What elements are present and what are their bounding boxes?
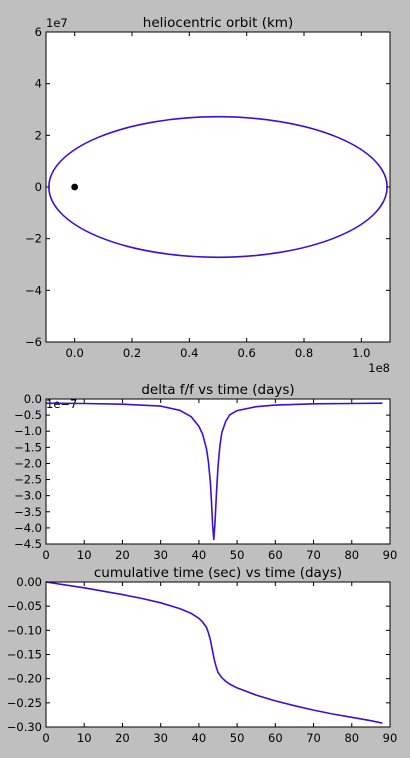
y-tick-label: 6 xyxy=(35,25,42,39)
orbit-plot-area xyxy=(46,32,390,342)
x-tick-label: 70 xyxy=(306,548,321,562)
x-tick-label: 30 xyxy=(153,548,168,562)
y-tick-label: −1.0 xyxy=(14,424,42,438)
delta-f-marks xyxy=(45,402,383,541)
orbit-ticks: 0.0 0.2 0.4 0.6 0.8 1.0 −6 −4 −2 0 2 4 6 xyxy=(25,25,390,360)
y-tick-label: −0.05 xyxy=(7,599,42,613)
y-tick-label: −0.5 xyxy=(14,408,42,422)
x-tick-label: 0 xyxy=(42,548,49,562)
sun-marker xyxy=(71,183,79,191)
orbit-x-multiplier: 1e8 xyxy=(368,361,390,375)
x-tick-label: 1.0 xyxy=(352,346,370,360)
delta-f-chart: delta f/f vs time (days) 1e−7 0 10 20 30 40 5… xyxy=(14,382,397,562)
x-tick-label: 80 xyxy=(344,731,359,745)
y-tick-label: −0.25 xyxy=(7,696,42,710)
delta-f-chart-title: delta f/f vs time (days) xyxy=(141,382,294,398)
y-tick-label: −3.0 xyxy=(14,489,42,503)
y-tick-label: 0.00 xyxy=(16,575,42,589)
cumulative-marks xyxy=(45,581,383,724)
orbit-chart: heliocentric orbit (km) 1e7 1e8 0.0 0.2 0.… xyxy=(25,15,391,375)
y-tick-label: −0.30 xyxy=(7,720,42,734)
x-tick-label: 0.0 xyxy=(66,346,84,360)
orbit-y-multiplier: 1e7 xyxy=(46,16,68,30)
y-tick-label: −1.5 xyxy=(14,440,42,454)
orbit-plot-frame xyxy=(45,31,391,343)
x-tick-label: 60 xyxy=(268,731,283,745)
y-tick-label: 0.0 xyxy=(24,392,42,406)
x-tick-label: 20 xyxy=(115,731,130,745)
x-tick-label: 20 xyxy=(115,548,130,562)
y-tick-label: −3.5 xyxy=(14,505,42,519)
x-tick-label: 80 xyxy=(344,548,359,562)
x-tick-label: 70 xyxy=(306,731,321,745)
orbit-chart-title: heliocentric orbit (km) xyxy=(143,15,293,31)
x-tick-label: 40 xyxy=(192,548,207,562)
x-tick-label: 0 xyxy=(42,731,49,745)
y-tick-label: −4.0 xyxy=(14,521,42,535)
y-tick-label: −2.0 xyxy=(14,456,42,470)
x-tick-label: 10 xyxy=(77,548,92,562)
x-tick-label: 40 xyxy=(192,731,207,745)
y-tick-label: −4.5 xyxy=(14,537,42,551)
cumulative-plot-area xyxy=(46,582,390,727)
y-tick-label: −0.10 xyxy=(7,623,42,637)
x-tick-label: 10 xyxy=(77,731,92,745)
x-tick-label: 90 xyxy=(383,548,398,562)
x-tick-label: 30 xyxy=(153,731,168,745)
cumulative-plot-frame xyxy=(45,581,391,728)
x-tick-label: 60 xyxy=(268,548,283,562)
y-tick-label: −0.20 xyxy=(7,672,42,686)
x-tick-label: 0.4 xyxy=(180,346,198,360)
cumulative-time-chart: cumulative time (sec) vs time (days) 0 10… xyxy=(7,565,398,745)
cumulative-chart-title: cumulative time (sec) vs time (days) xyxy=(94,565,342,581)
x-tick-label: 50 xyxy=(230,548,245,562)
y-tick-label: −2 xyxy=(25,232,42,246)
series-line xyxy=(45,402,383,541)
x-tick-label: 0.2 xyxy=(123,346,141,360)
cumulative-ticks: 0 10 20 30 40 50 60 70 80 90 0.00 −0.05 −0.10 −0.15 −0… xyxy=(7,575,398,745)
orbit-path xyxy=(48,115,388,259)
x-tick-label: 90 xyxy=(383,731,398,745)
y-tick-label: 2 xyxy=(35,128,42,142)
y-tick-label: −0.15 xyxy=(7,648,42,662)
y-tick-label: 4 xyxy=(35,77,42,91)
y-tick-label: 0 xyxy=(35,180,42,194)
x-tick-label: 0.8 xyxy=(295,346,313,360)
y-tick-label: −6 xyxy=(25,335,42,349)
series-line xyxy=(45,581,383,724)
y-tick-label: −4 xyxy=(25,283,42,297)
x-tick-label: 50 xyxy=(230,731,245,745)
delta-f-plot-frame xyxy=(45,398,391,545)
y-tick-label: −2.5 xyxy=(14,473,42,487)
orbit-marks xyxy=(48,115,388,259)
x-tick-label: 0.6 xyxy=(238,346,256,360)
